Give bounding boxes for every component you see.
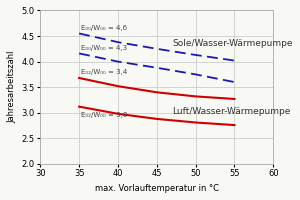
Text: E₀₀/W₀₀ = 4,3: E₀₀/W₀₀ = 4,3 xyxy=(82,45,128,51)
Text: Sole/Wasser-Wärmepumpe: Sole/Wasser-Wärmepumpe xyxy=(172,39,293,48)
Text: Luft/Wasser-Wärmepumpe: Luft/Wasser-Wärmepumpe xyxy=(172,107,291,116)
Text: E₀₀/W₀₀ = 4,6: E₀₀/W₀₀ = 4,6 xyxy=(82,25,128,31)
Text: E₀₂/W₀₀ = 3,4: E₀₂/W₀₀ = 3,4 xyxy=(82,69,128,75)
Y-axis label: Jahresarbeitszahl: Jahresarbeitszahl xyxy=(7,51,16,123)
X-axis label: max. Vorlauftemperatur in °C: max. Vorlauftemperatur in °C xyxy=(95,184,219,193)
Text: E₀₂/W₀₀ = 3,0: E₀₂/W₀₀ = 3,0 xyxy=(82,112,128,118)
